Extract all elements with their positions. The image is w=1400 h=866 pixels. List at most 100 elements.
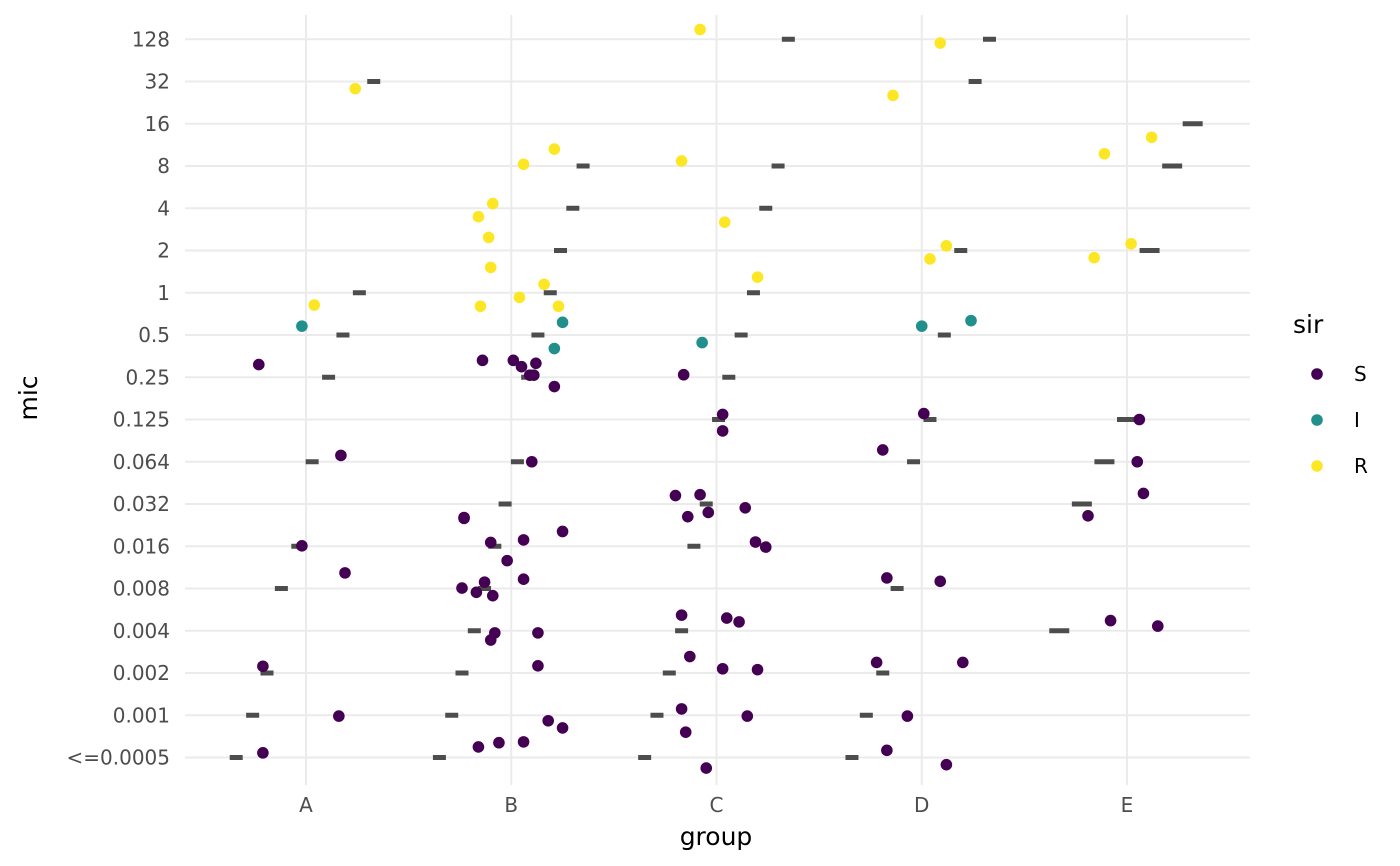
data-point [257, 660, 269, 673]
breakpoint-mark [467, 628, 481, 634]
data-point [517, 534, 530, 546]
data-point [918, 407, 930, 420]
data-point [696, 336, 708, 349]
data-point [901, 710, 914, 722]
breakpoint-mark [876, 670, 890, 676]
y-tick-label: 128 [132, 27, 170, 51]
data-point [513, 291, 526, 304]
data-point [675, 703, 688, 715]
data-point [552, 300, 565, 313]
breakpoint-mark [638, 755, 652, 760]
y-tick-label: 0.004 [113, 619, 170, 643]
data-point [474, 300, 487, 313]
data-point [472, 210, 485, 223]
data-point [530, 357, 542, 370]
data-point [694, 488, 706, 501]
breakpoint-mark [367, 79, 381, 84]
data-points [252, 23, 1164, 774]
breakpoint-mark [687, 543, 701, 549]
data-point [484, 536, 497, 549]
breakpoint-mark [336, 332, 350, 338]
breakpoint-mark [566, 205, 580, 211]
data-point [965, 314, 977, 327]
data-point [478, 576, 491, 588]
data-point [1151, 620, 1164, 632]
y-tick-label: 0.001 [113, 703, 170, 727]
x-tick-label: C [710, 793, 724, 817]
breakpoint-mark [543, 290, 557, 296]
data-point [484, 261, 497, 274]
breakpoint-mark [576, 163, 590, 169]
breakpoint-mark [923, 417, 937, 422]
y-tick-label: 0.5 [138, 323, 170, 347]
data-point [675, 155, 688, 167]
legend-key-r [1311, 460, 1323, 472]
data-point [517, 158, 530, 171]
y-tick-label: 0.002 [113, 661, 170, 685]
data-point [507, 354, 520, 367]
data-point [517, 736, 530, 748]
data-point [1125, 237, 1137, 250]
x-tick-label: B [504, 793, 518, 817]
breakpoint-mark [322, 374, 336, 380]
breakpoint-mark [445, 712, 459, 718]
y-tick-label: 32 [145, 70, 170, 94]
legend-key-i [1311, 414, 1323, 426]
data-point [456, 582, 468, 594]
data-point [934, 37, 947, 49]
y-tick-label: 8 [157, 154, 170, 178]
breakpoint-mark [746, 290, 760, 296]
x-tick-label: D [914, 793, 929, 817]
data-point [876, 444, 889, 456]
data-point [733, 616, 745, 628]
x-tick-label: E [1121, 793, 1134, 817]
data-point [718, 216, 731, 228]
data-point [924, 253, 936, 265]
data-point [1137, 487, 1150, 500]
data-point [548, 342, 561, 355]
data-point [476, 354, 489, 367]
data-point [957, 656, 969, 669]
breakpoint-mark [1071, 501, 1092, 507]
data-point [940, 240, 953, 252]
data-point [1131, 455, 1144, 468]
breakpoint-mark [759, 205, 773, 211]
data-point [1133, 413, 1146, 426]
data-point [751, 663, 764, 676]
data-point [296, 540, 308, 552]
breakpoint-mark [650, 712, 664, 718]
data-point [720, 612, 733, 624]
legend-key-s [1311, 368, 1323, 380]
data-point [749, 536, 762, 548]
breakpoint-mark [845, 755, 859, 760]
breakpoint-mark [478, 586, 492, 591]
breakpoint-mark [455, 670, 469, 676]
data-point [525, 455, 538, 468]
data-point [1082, 510, 1094, 522]
y-tick-label: 0.016 [113, 534, 170, 558]
breakpoint-mark [1117, 417, 1137, 422]
breakpoint-mark [1139, 248, 1160, 253]
breakpoint-mark [274, 586, 288, 591]
y-tick-label: 1 [157, 281, 170, 305]
breakpoint-mark [352, 290, 366, 296]
legend-label-s: S [1354, 362, 1367, 386]
legend: sir SIR [1293, 310, 1368, 478]
data-point [684, 650, 696, 663]
data-point [333, 710, 345, 722]
data-point [532, 627, 544, 639]
breakpoint-mark [982, 36, 996, 42]
data-point [881, 744, 893, 757]
data-point [528, 369, 540, 381]
data-point [1104, 614, 1117, 627]
data-point [296, 320, 308, 332]
data-point [493, 736, 505, 749]
data-point [679, 726, 692, 738]
breakpoint-mark [260, 670, 274, 676]
legend-title: sir [1293, 310, 1324, 339]
data-point [489, 627, 501, 639]
data-point [470, 586, 483, 599]
data-point [532, 660, 544, 672]
breakpoint-mark [305, 459, 319, 465]
